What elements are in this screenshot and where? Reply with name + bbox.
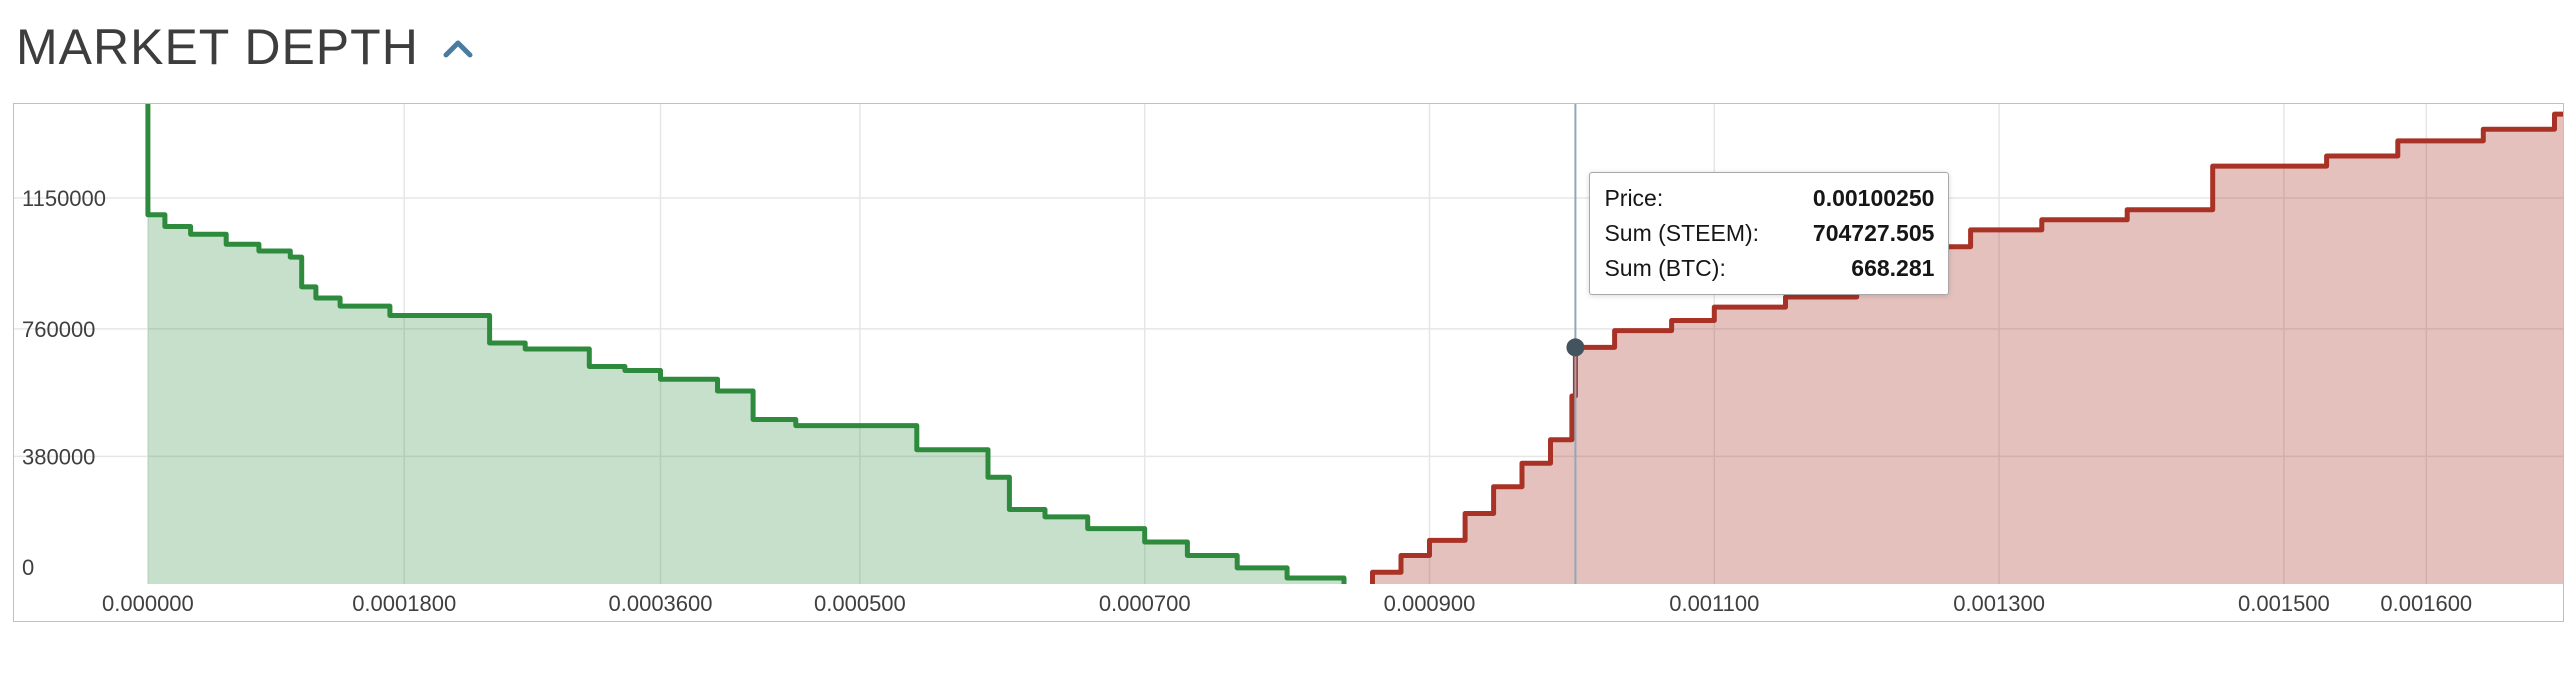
tooltip-sum-steem-value: 704727.505	[1812, 220, 1935, 246]
tooltip-sum-btc-label: Sum (BTC):	[1604, 255, 1726, 281]
tooltip-sum-btc-row: Sum (BTC): 668.281	[1604, 251, 1934, 286]
tooltip-sum-steem-label: Sum (STEEM):	[1604, 220, 1760, 246]
y-tick-label: 760000	[22, 317, 95, 342]
chevron-up-icon	[443, 40, 473, 58]
ask-area	[1372, 114, 2563, 584]
x-tick-label: 0.000000	[102, 591, 194, 616]
y-tick-label: 1150000	[22, 186, 106, 211]
tooltip-sum-steem-row: Sum (STEEM): 704727.505	[1604, 216, 1934, 251]
y-tick-label: 0	[22, 555, 34, 580]
market-depth-header: MARKET DEPTH	[0, 0, 2575, 75]
chart-tooltip: Price: 0.00100250 Sum (STEEM): 704727.50…	[1589, 172, 1950, 295]
bid-area	[147, 104, 1344, 584]
ask-line	[1370, 111, 2563, 584]
x-tick-label: 0.000700	[1099, 591, 1191, 616]
x-tick-label: 0.000500	[814, 591, 906, 616]
tooltip-price-row: Price: 0.00100250	[1604, 181, 1934, 216]
x-tick-label: 0.0003600	[609, 591, 713, 616]
collapse-toggle[interactable]	[441, 38, 475, 62]
x-tick-label: 0.001300	[1953, 591, 2045, 616]
x-tick-label: 0.0001800	[352, 591, 456, 616]
x-tick-label: 0.001100	[1669, 591, 1759, 616]
x-tick-label: 0.001500	[2238, 591, 2330, 616]
x-tick-label: 0.001600	[2380, 591, 2472, 616]
bid-line	[145, 104, 1347, 584]
y-tick-label: 380000	[22, 444, 95, 469]
marker-dot	[1566, 338, 1585, 357]
tooltip-price-label: Price:	[1604, 185, 1664, 211]
market-depth-chart[interactable]: 0.000000 0.0001800 0.0003600 0.000500 0.0007…	[13, 103, 2564, 622]
page-title: MARKET DEPTH	[16, 19, 419, 75]
tooltip-sum-btc-value: 668.281	[1851, 255, 1935, 281]
depth-chart-svg: 0.000000 0.0001800 0.0003600 0.000500 0.0007…	[14, 104, 2563, 616]
tooltip-price-value: 0.00100250	[1812, 185, 1935, 211]
x-tick-label: 0.000900	[1384, 591, 1476, 616]
